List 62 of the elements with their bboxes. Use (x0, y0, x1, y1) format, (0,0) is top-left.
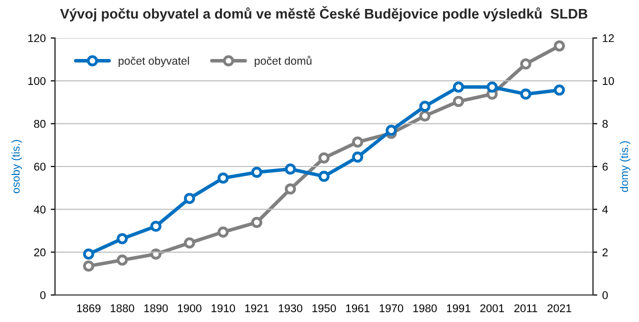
y-tick-label: 120 (28, 34, 46, 42)
x-tick-label: 1921 (245, 304, 269, 312)
legend-label: počet obyvatel (118, 56, 189, 67)
point (150, 248, 162, 260)
x-tick-label: 1869 (77, 304, 100, 312)
point (452, 96, 464, 107)
y2-tick-label: 10 (602, 77, 614, 85)
point (520, 58, 532, 70)
point (419, 110, 430, 122)
y-tick-label: 80 (34, 120, 46, 128)
chart-title: Vývoj počtu obyvatel a domů ve městě České Budějovice podle výsledků SLDB (60, 6, 588, 22)
x-tick-label: 1930 (278, 304, 302, 312)
x-tick-label: 2021 (548, 304, 572, 312)
x-tick-label: 1900 (178, 304, 202, 312)
x-tick-label: 1970 (380, 304, 404, 312)
point (83, 248, 94, 260)
y-tick-label: 60 (34, 162, 46, 171)
point (116, 233, 128, 244)
point (251, 216, 262, 228)
y-tick-label: 40 (34, 206, 46, 214)
point (520, 88, 532, 100)
y-tick-label: 0 (40, 291, 46, 300)
x-tick-label: 1991 (446, 304, 470, 312)
point (452, 81, 464, 93)
y2-tick-label: 2 (602, 248, 608, 256)
x-tick-label: 2011 (514, 304, 538, 312)
x-tick-label: 1910 (212, 304, 236, 312)
point (83, 260, 94, 272)
point (184, 192, 196, 204)
x-tick-label: 1890 (144, 304, 168, 312)
y2-tick-label: 8 (602, 120, 608, 128)
y-axis-title: osoby (tis.) (12, 140, 22, 194)
point (419, 100, 430, 112)
point (486, 81, 498, 93)
point (116, 254, 128, 266)
legend-label: počet domů (254, 56, 312, 67)
y2-tick-label: 0 (602, 291, 608, 300)
y2-tick-label: 12 (602, 34, 614, 42)
x-tick-label: 1880 (110, 304, 134, 312)
point (150, 220, 162, 232)
point (318, 152, 330, 164)
y-tick-label: 100 (28, 77, 46, 85)
point (218, 172, 229, 184)
point (284, 164, 296, 175)
point (386, 124, 397, 136)
point (554, 84, 565, 96)
point (218, 226, 229, 238)
point (352, 152, 364, 163)
point (251, 166, 262, 178)
x-tick-label: 2001 (480, 304, 504, 312)
y2-tick-label: 6 (602, 162, 608, 171)
x-tick-label: 1950 (312, 304, 336, 312)
x-tick-label: 1980 (413, 304, 437, 312)
point (184, 237, 196, 249)
point (318, 170, 330, 182)
point (554, 40, 565, 52)
y-tick-label: 20 (34, 248, 46, 256)
point (352, 136, 364, 148)
point (284, 183, 296, 195)
x-tick-label: 1961 (346, 304, 370, 312)
y2-axis-title: domy (tis.) (620, 141, 630, 192)
y2-tick-label: 4 (602, 206, 608, 214)
